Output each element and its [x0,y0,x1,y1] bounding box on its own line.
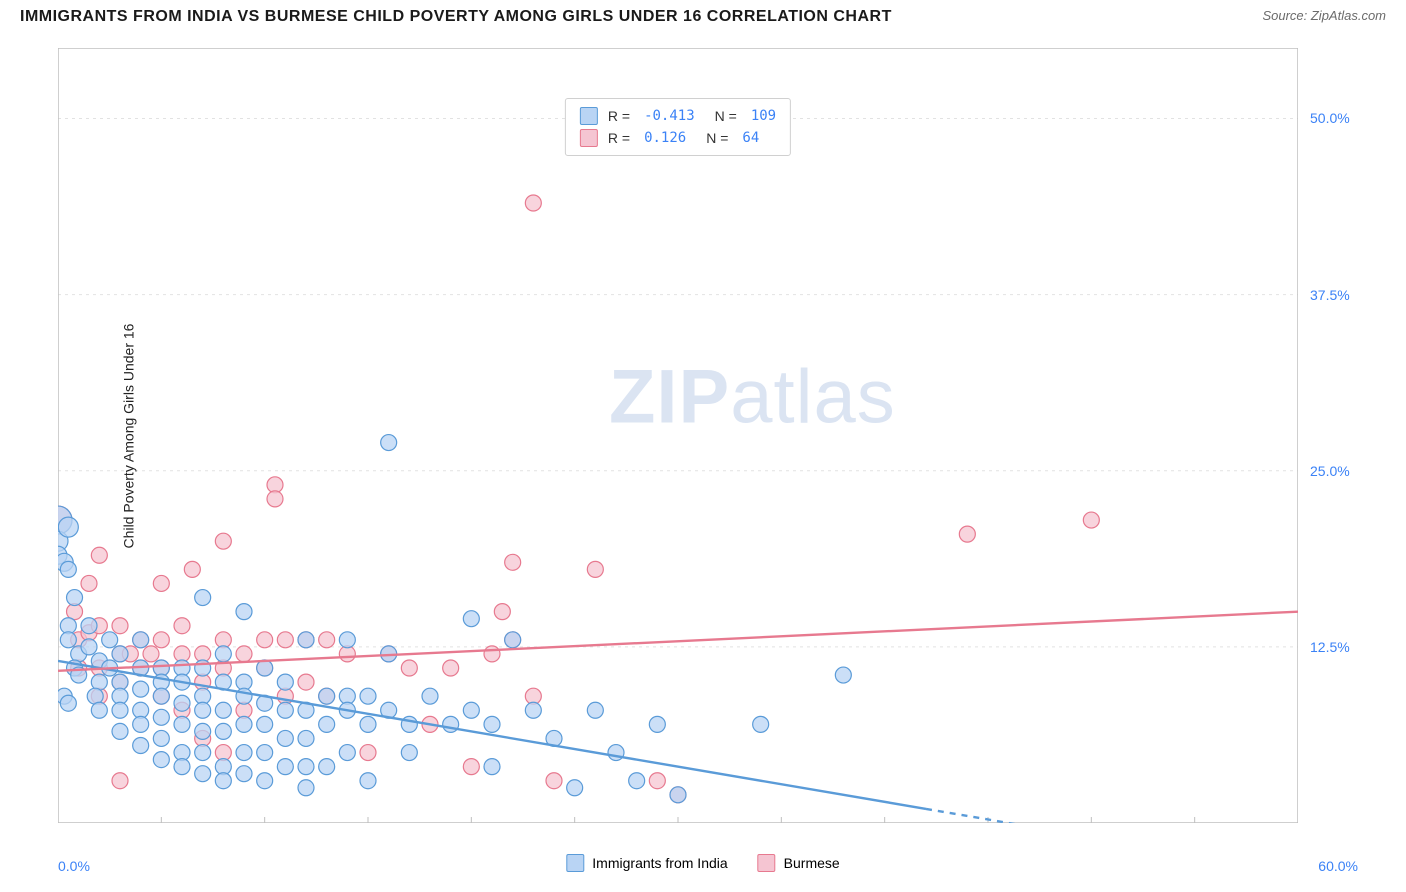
y-axis-label: Child Poverty Among Girls Under 16 [120,323,136,548]
legend-item-india: Immigrants from India [566,854,727,872]
correlation-legend: R = -0.413 N = 109 R = 0.126 N = 64 [565,98,791,156]
legend-row-india: R = -0.413 N = 109 [580,105,776,127]
scatter-chart [58,48,1298,823]
legend-bottom: Immigrants from India Burmese [566,854,839,872]
source-label: Source: ZipAtlas.com [1262,8,1386,23]
chart-container: ZIPatlas Child Poverty Among Girls Under… [58,48,1298,823]
swatch-india-icon [566,854,584,872]
swatch-burmese-icon [758,854,776,872]
chart-title: IMMIGRANTS FROM INDIA VS BURMESE CHILD P… [20,8,892,26]
y-tick-3: 50.0% [1310,110,1350,126]
legend-row-burmese: R = 0.126 N = 64 [580,127,776,149]
swatch-burmese [580,129,598,147]
swatch-india [580,107,598,125]
y-tick-2: 37.5% [1310,287,1350,303]
x-tick-1: 60.0% [1318,858,1358,874]
x-tick-0: 0.0% [58,858,90,874]
y-tick-0: 12.5% [1310,639,1350,655]
legend-item-burmese: Burmese [758,854,840,872]
y-tick-1: 25.0% [1310,463,1350,479]
